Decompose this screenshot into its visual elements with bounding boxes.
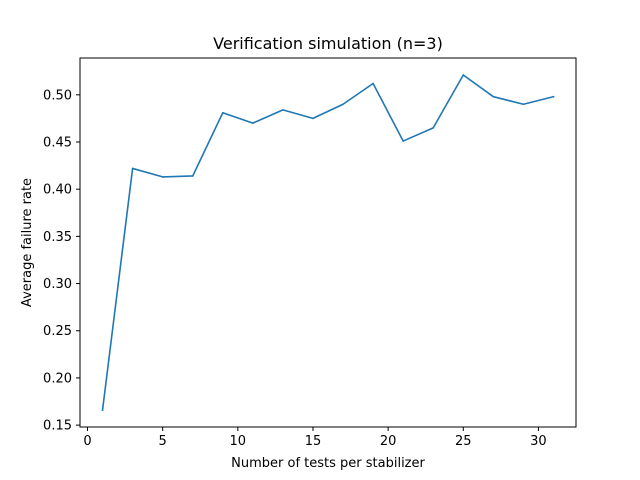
x-tick-label: 0	[83, 434, 91, 449]
data-point	[342, 103, 344, 106]
data-point	[402, 140, 404, 142]
data-point	[101, 409, 104, 411]
y-tick-label: 0.35	[43, 230, 72, 245]
data-point	[131, 167, 134, 170]
data-point	[522, 103, 525, 106]
data-point	[552, 95, 555, 98]
y-axis-title: Average failure rate	[20, 178, 35, 307]
data-point	[432, 127, 435, 129]
data-point	[161, 176, 164, 178]
x-tick-label: 10	[230, 434, 247, 449]
data-point	[282, 109, 284, 111]
x-tick-label: 5	[159, 434, 167, 449]
y-axis-ticks: 0.15 0.20 0.25 0.30 0.35 0.40 0.45 0.50	[43, 88, 80, 434]
x-tick-label: 20	[380, 434, 397, 449]
chart-title: Verification simulation (n=3)	[213, 34, 443, 53]
series-layer	[101, 74, 555, 411]
data-point	[252, 122, 254, 124]
y-tick-label: 0.20	[43, 371, 72, 386]
plot-area-frame	[79, 57, 577, 428]
data-point	[462, 74, 465, 76]
data-point	[372, 82, 374, 85]
data-point	[492, 95, 495, 98]
y-tick-label: 0.40	[43, 183, 72, 198]
y-tick-label: 0.45	[43, 135, 72, 150]
y-tick-label: 0.30	[43, 277, 72, 292]
y-tick-label: 0.25	[43, 324, 72, 339]
x-tick-label: 25	[455, 434, 472, 449]
data-point	[191, 175, 194, 177]
series-line	[101, 74, 555, 411]
data-point	[312, 117, 314, 120]
x-tick-label: 15	[305, 434, 322, 449]
y-tick-label: 0.15	[43, 419, 72, 434]
y-tick-label: 0.50	[43, 88, 72, 103]
x-axis-title: Number of tests per stabilizer	[231, 456, 425, 471]
x-axis-ticks: 0 5 10 15 20 25 30	[83, 427, 547, 449]
data-point	[221, 111, 224, 114]
x-tick-label: 30	[530, 434, 547, 449]
